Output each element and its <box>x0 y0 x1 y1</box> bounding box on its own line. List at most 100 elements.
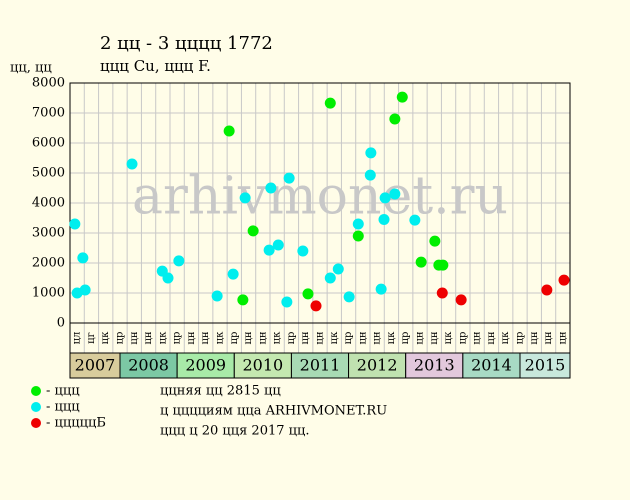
quarter-label: цр <box>457 332 468 345</box>
point <box>558 274 570 286</box>
year-label: 2007 <box>75 356 116 375</box>
legend-marker <box>31 402 41 412</box>
quarter-label: цр <box>115 332 126 345</box>
year-label: 2014 <box>471 356 512 375</box>
year-band <box>290 352 350 379</box>
y-tick-label: 3000 <box>32 226 65 241</box>
y-tick-label: 7000 <box>32 106 65 121</box>
point <box>364 169 376 181</box>
year-band <box>405 352 464 379</box>
plot-frame <box>69 82 571 354</box>
point <box>352 230 364 242</box>
quarter-label: цн <box>129 331 140 344</box>
point <box>237 294 249 306</box>
quarter-label: цн <box>472 331 483 344</box>
point <box>173 255 185 267</box>
y-tick-label: 4000 <box>32 196 65 211</box>
point <box>343 291 355 303</box>
point <box>541 284 553 296</box>
legend-marker <box>31 418 41 428</box>
quarter-label: цр <box>400 332 411 345</box>
point <box>396 91 408 103</box>
legend-label: - цццццБ <box>46 416 106 431</box>
note: ццц ц 20 цця 2017 цц. <box>160 424 310 439</box>
point <box>281 296 293 308</box>
point <box>126 158 138 170</box>
quarter-label: цн <box>300 331 311 344</box>
quarter-label: цн <box>315 331 326 344</box>
point <box>310 300 322 312</box>
quarter-label: цн <box>429 331 440 344</box>
point <box>437 259 449 271</box>
point <box>263 244 275 256</box>
quarter-label: цн <box>357 331 368 344</box>
point <box>211 290 223 302</box>
point <box>283 172 295 184</box>
quarter-label: цн <box>186 331 197 344</box>
quarter-label: цк <box>100 331 111 344</box>
point <box>223 125 235 137</box>
year-label: 2011 <box>300 356 341 375</box>
quarter-label: цн <box>529 331 540 344</box>
quarter-label: цн <box>257 331 268 344</box>
point <box>227 268 239 280</box>
quarter-label: цк <box>500 331 511 344</box>
point <box>69 218 81 230</box>
quarter-label: цн <box>415 331 426 344</box>
watermark: arhivmonet.ru <box>132 167 508 227</box>
quarter-label: цн <box>200 331 211 344</box>
quarter-label: цн <box>143 331 154 344</box>
quarter-label: цк <box>329 331 340 344</box>
point <box>162 272 174 284</box>
y-tick-label: 0 <box>57 316 65 331</box>
point <box>389 188 401 200</box>
y-tick-label: 5000 <box>32 166 65 181</box>
quarter-label: цн <box>557 331 568 344</box>
point <box>379 192 391 204</box>
year-label: 2010 <box>242 356 283 375</box>
quarter-label: цн <box>372 331 383 344</box>
point <box>389 113 401 125</box>
legend-label: - ццц <box>46 400 80 415</box>
quarter-label: цр <box>172 332 183 345</box>
y-axis-label: цц, цц <box>10 61 52 76</box>
quarter-label: цн <box>543 331 554 344</box>
year-band <box>462 352 521 379</box>
point <box>409 214 421 226</box>
legend-label: - ццц <box>46 384 80 399</box>
quarter-label: цк <box>386 331 397 344</box>
point <box>332 263 344 275</box>
point <box>429 235 441 247</box>
point <box>378 214 390 225</box>
point <box>375 283 387 295</box>
point <box>297 245 309 257</box>
point <box>365 147 377 159</box>
point <box>265 182 277 194</box>
quarter-label: цг <box>86 332 97 344</box>
y-tick-label: 8000 <box>32 76 65 91</box>
note: ццняя цц 2815 цц <box>160 384 281 399</box>
point <box>415 256 427 268</box>
quarter-label: цр <box>229 332 240 345</box>
point <box>455 294 467 306</box>
point <box>247 225 259 237</box>
point <box>302 288 314 300</box>
year-band <box>519 352 571 379</box>
quarter-label: цк <box>443 331 454 344</box>
year-band <box>233 352 292 379</box>
quarter-label: цк <box>157 331 168 344</box>
legend-marker <box>31 386 41 396</box>
point <box>239 192 251 204</box>
note: ц цццциям ццa ARHIVMONET.RU <box>160 404 387 419</box>
year-label: 2015 <box>525 356 566 375</box>
year-label: 2009 <box>185 356 226 375</box>
point <box>324 97 336 109</box>
y-tick-label: 6000 <box>32 136 65 151</box>
y-tick-label: 1000 <box>32 286 65 301</box>
quarter-label: цк <box>215 331 226 344</box>
point <box>77 252 89 264</box>
point <box>352 218 364 230</box>
quarter-label: цк <box>272 331 283 344</box>
chart-title: 2 цц - 3 цццц 1772 <box>100 33 273 54</box>
